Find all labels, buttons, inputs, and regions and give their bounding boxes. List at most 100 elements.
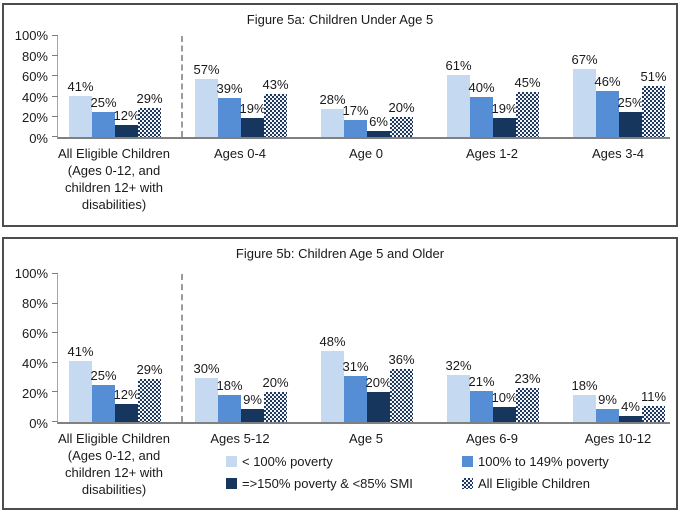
legend-swatch-all-eligible <box>462 478 473 489</box>
y-tick-label: 40% <box>21 356 48 371</box>
y-tick-label: 100% <box>14 266 48 281</box>
bar-3 <box>367 130 390 137</box>
bar-4 <box>264 392 287 422</box>
category-label: All Eligible Children (Ages 0-12, and chil… <box>58 431 170 497</box>
bar-group: 28% 17% 6% 20% <box>319 36 415 137</box>
y-tick-label: 100% <box>14 28 48 43</box>
bar-slot: 19% <box>491 36 518 137</box>
bar-1 <box>447 374 470 422</box>
bar-2 <box>92 111 115 137</box>
bar-slot: 51% <box>640 36 667 137</box>
bar-1 <box>573 69 596 137</box>
bar-1 <box>195 79 218 137</box>
bar-2 <box>344 376 367 422</box>
bar-slot: 28% <box>319 36 346 137</box>
bar-value-label: 12% <box>113 107 140 123</box>
bar-1 <box>195 377 218 422</box>
bar-slot: 31% <box>342 274 369 422</box>
bar-slot: 25% <box>617 36 644 137</box>
bar-2 <box>344 119 367 137</box>
bar-4 <box>390 116 413 137</box>
bar-4 <box>390 368 413 422</box>
bar-value-label: 45% <box>514 74 541 90</box>
bar-value-label: 9% <box>243 391 262 407</box>
bar-group: 41% 25% 12% 29% <box>67 274 163 422</box>
y-tick-mark <box>52 421 58 422</box>
bar-value-label: 11% <box>640 388 667 404</box>
category-separator-line <box>181 36 183 137</box>
category-label: Age 5 <box>349 431 383 446</box>
y-tick-label: 0% <box>29 416 48 431</box>
legend-item: 100% to 149% poverty <box>462 454 609 469</box>
bar-slot: 61% <box>445 36 472 137</box>
y-tick-mark <box>52 273 58 274</box>
bar-slot: 25% <box>90 274 117 422</box>
bar-slot: 43% <box>262 36 289 137</box>
bar-slot: 6% <box>367 36 390 137</box>
bar-value-label: 9% <box>598 391 617 407</box>
category-label: Ages 1-2 <box>465 146 519 161</box>
bar-slot: 57% <box>193 36 220 137</box>
bar-value-label: 28% <box>319 91 346 107</box>
bar-value-label: 36% <box>388 351 415 367</box>
y-tick-mark <box>52 302 58 304</box>
bar-group: 18% 9% 4% 11% <box>571 274 667 422</box>
bar-value-label: 31% <box>342 359 369 375</box>
legend-label: =>150% poverty & <85% SMI <box>242 476 413 491</box>
bar-value-label: 41% <box>67 344 94 360</box>
category-separator-line <box>181 274 183 422</box>
legend-swatch-100to149-poverty <box>462 456 473 467</box>
y-tick-mark <box>52 332 58 334</box>
legend-item: < 100% poverty <box>226 454 462 469</box>
bar-value-label: 19% <box>239 100 266 116</box>
bar-slot: 9% <box>596 274 619 422</box>
bar-slot: 41% <box>67 274 94 422</box>
bar-2 <box>470 96 493 137</box>
bar-group: 57% 39% 19% 43% <box>193 36 289 137</box>
y-tick-label: 0% <box>29 131 48 146</box>
bar-3 <box>619 111 642 137</box>
bar-value-label: 51% <box>640 68 667 84</box>
bar-3 <box>493 117 516 137</box>
bar-slot: 18% <box>216 274 243 422</box>
bar-slot: 20% <box>365 274 392 422</box>
y-tick-mark <box>52 136 58 137</box>
bar-slot: 11% <box>640 274 667 422</box>
y-tick-mark <box>52 361 58 363</box>
figure-5a-panel: Figure 5a: Children Under Age 5 0% 20% 40%… <box>2 3 678 227</box>
legend-swatch-150plus-smi <box>226 478 237 489</box>
y-tick-label: 60% <box>21 69 48 85</box>
y-tick-mark <box>52 35 58 36</box>
y-tick-label: 80% <box>21 48 48 64</box>
bar-3 <box>241 408 264 422</box>
legend-label: < 100% poverty <box>242 454 333 469</box>
category-label: Ages 5-12 <box>210 431 270 446</box>
bar-slot: 4% <box>619 274 642 422</box>
bar-group: 61% 40% 19% 45% <box>445 36 541 137</box>
bar-group: 48% 31% 20% 36% <box>319 274 415 422</box>
bar-value-label: 18% <box>216 378 243 394</box>
bar-3 <box>493 407 516 422</box>
bar-slot: 10% <box>491 274 518 422</box>
bar-slot: 9% <box>241 274 264 422</box>
bar-value-label: 32% <box>445 357 472 373</box>
bar-value-label: 25% <box>90 368 117 383</box>
bar-value-label: 39% <box>216 80 243 96</box>
bar-value-label: 43% <box>262 76 289 92</box>
bar-3 <box>115 124 138 137</box>
bar-slot: 40% <box>468 36 495 137</box>
bar-value-label: 12% <box>113 387 140 403</box>
legend-item: All Eligible Children <box>462 476 609 491</box>
bar-value-label: 6% <box>369 113 388 129</box>
bar-slot: 25% <box>90 36 117 137</box>
y-tick-mark <box>52 391 58 393</box>
chart-legend: < 100% poverty 100% to 149% poverty =>150%… <box>226 454 609 491</box>
bar-3 <box>619 416 642 422</box>
bar-value-label: 48% <box>319 333 346 349</box>
bar-slot: 23% <box>514 274 541 422</box>
legend-item: =>150% poverty & <85% SMI <box>226 476 462 491</box>
bar-group: 41% 25% 12% 29% <box>67 36 163 137</box>
bar-value-label: 10% <box>491 390 518 406</box>
bar-slot: 12% <box>113 36 140 137</box>
bar-slot: 20% <box>388 36 415 137</box>
